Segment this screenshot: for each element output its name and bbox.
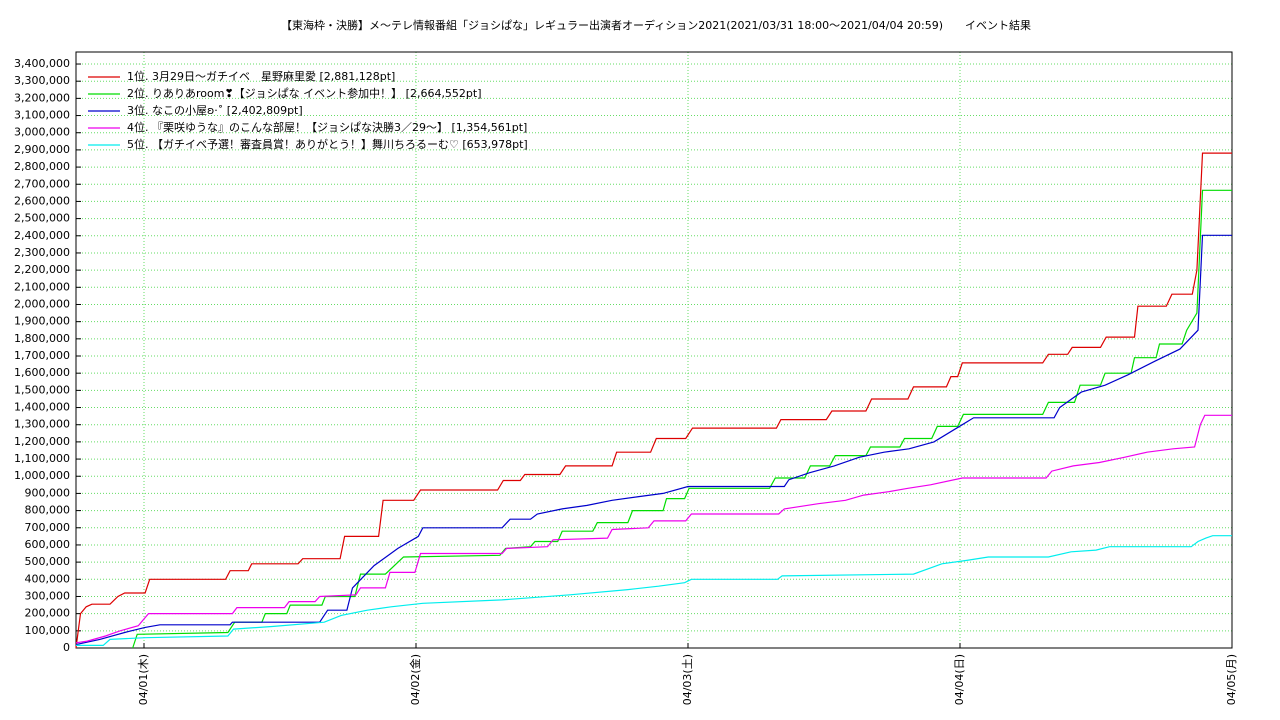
y-tick-label: 1,400,000: [14, 401, 70, 414]
y-tick-label: 2,300,000: [14, 246, 70, 259]
y-tick-label: 1,600,000: [14, 366, 70, 379]
x-tick-label: 04/03(土): [681, 654, 694, 705]
y-tick-label: 2,900,000: [14, 143, 70, 156]
y-tick-label: 1,200,000: [14, 435, 70, 448]
legend-label: 3位. なこの小屋ʚ·˚ [2,402,809pt]: [127, 103, 303, 117]
y-tick-label: 1,800,000: [14, 332, 70, 345]
x-tick-label: 04/01(木): [137, 654, 150, 705]
y-tick-label: 1,100,000: [14, 452, 70, 465]
y-tick-label: 3,300,000: [14, 74, 70, 87]
series-line: [132, 189, 1232, 649]
legend-label: 1位. 3月29日〜ガチイベ 星野麻里愛 [2,881,128pt]: [127, 69, 395, 83]
series-line: [76, 535, 1232, 646]
legend-label: 5位. 【ガチイベ予選！審査員賞！ありがとう！】舞川ちろるーむ♡ [653,97…: [127, 137, 528, 151]
y-tick-label: 700,000: [25, 521, 71, 534]
y-tick-label: 3,400,000: [14, 57, 70, 70]
x-tick-label: 04/02(金): [408, 654, 422, 705]
y-tick-label: 3,100,000: [14, 109, 70, 122]
y-tick-label: 0: [63, 641, 70, 654]
y-tick-label: 2,400,000: [14, 229, 70, 242]
y-tick-label: 2,500,000: [14, 212, 70, 225]
series-line: [75, 234, 1232, 646]
legend-label: 2位. りありあroom❣【ジョシぱな イベント参加中！】 [2,664,552…: [127, 86, 482, 100]
y-tick-label: 3,000,000: [14, 126, 70, 139]
y-tick-label: 100,000: [25, 624, 71, 637]
y-tick-label: 2,800,000: [14, 160, 70, 173]
series-line: [75, 414, 1232, 644]
y-tick-label: 2,600,000: [14, 194, 70, 207]
y-tick-label: 3,200,000: [14, 91, 70, 104]
series-line: [75, 152, 1232, 649]
y-tick-label: 900,000: [25, 486, 71, 499]
y-tick-label: 400,000: [25, 572, 71, 585]
y-tick-label: 1,900,000: [14, 315, 70, 328]
y-tick-label: 1,300,000: [14, 418, 70, 431]
y-tick-label: 300,000: [25, 589, 71, 602]
y-tick-label: 600,000: [25, 538, 71, 551]
x-tick-label: 04/04(日): [953, 654, 966, 705]
y-tick-label: 1,700,000: [14, 349, 70, 362]
y-tick-label: 2,100,000: [14, 280, 70, 293]
y-tick-label: 1,000,000: [14, 469, 70, 482]
legend-label: 4位. 『栗咲ゆうな』のこんな部屋！【ジョシぱな決勝3／29〜】 [1,354,…: [127, 120, 527, 134]
chart-title: 【東海枠・決勝】メ〜テレ情報番組「ジョシぱな」レギュラー出演者オーディション20…: [281, 18, 1031, 32]
y-tick-label: 2,200,000: [14, 263, 70, 276]
y-tick-label: 1,500,000: [14, 383, 70, 396]
y-tick-label: 200,000: [25, 607, 71, 620]
x-tick-label: 04/05(月): [1225, 654, 1238, 705]
y-tick-label: 2,000,000: [14, 297, 70, 310]
y-tick-label: 500,000: [25, 555, 71, 568]
y-tick-label: 800,000: [25, 504, 71, 517]
y-tick-label: 2,700,000: [14, 177, 70, 190]
plot-frame: [75, 51, 1233, 649]
